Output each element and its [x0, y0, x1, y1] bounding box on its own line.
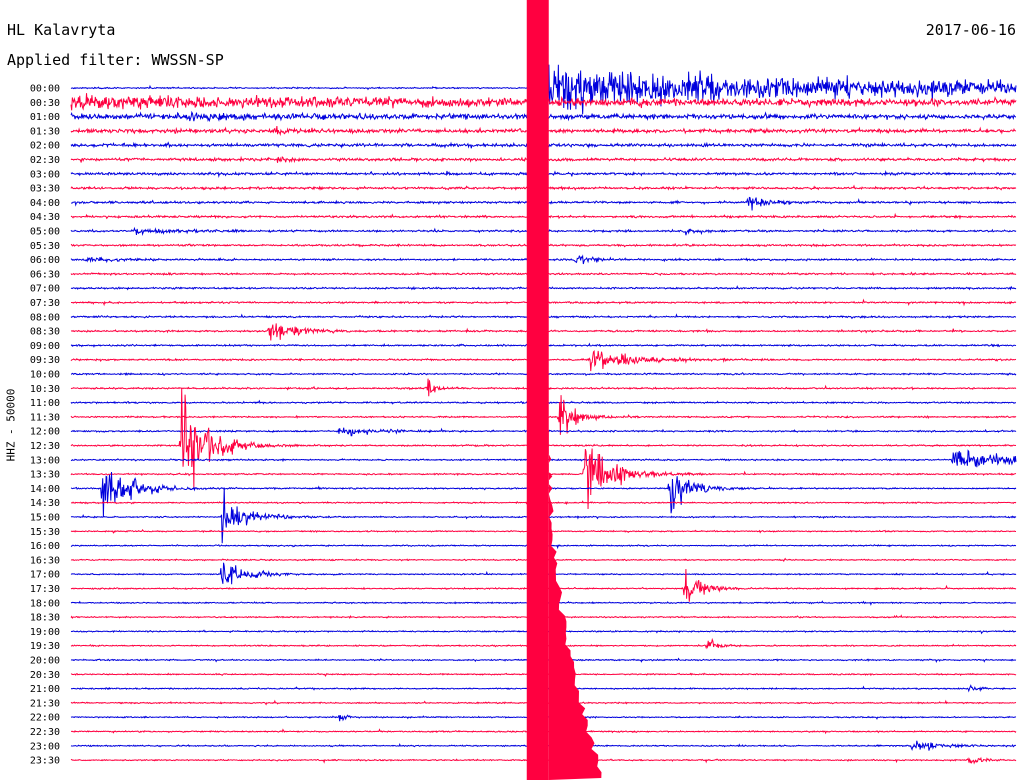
row-time-label: 16:30 [30, 555, 60, 566]
row-time-label: 20:30 [30, 670, 60, 681]
station-title: HL Kalavryta [7, 21, 116, 39]
row-time-label: 19:00 [30, 627, 60, 638]
row-time-label: 21:00 [30, 684, 60, 695]
row-time-label: 01:00 [30, 112, 60, 123]
row-time-label: 14:00 [30, 484, 60, 495]
row-time-label: 12:30 [30, 441, 60, 452]
row-time-label: 02:00 [30, 141, 60, 152]
row-time-label: 19:30 [30, 641, 60, 652]
row-time-label: 17:00 [30, 570, 60, 581]
row-time-label: 04:30 [30, 212, 60, 223]
row-time-label: 08:30 [30, 327, 60, 338]
row-time-label: 13:00 [30, 455, 60, 466]
row-time-label: 09:30 [30, 355, 60, 366]
row-time-label: 11:00 [30, 398, 60, 409]
row-time-label: 05:00 [30, 227, 60, 238]
row-time-label: 10:30 [30, 384, 60, 395]
row-time-label: 03:00 [30, 169, 60, 180]
filter-label: Applied filter: WWSSN-SP [7, 51, 224, 69]
row-time-label: 15:30 [30, 527, 60, 538]
date-label: 2017-06-16 [925, 21, 1016, 39]
row-time-label: 23:30 [30, 756, 60, 767]
row-time-label: 00:30 [30, 98, 60, 109]
row-time-label: 10:00 [30, 370, 60, 381]
mainshock-saturation-band [526, 0, 549, 780]
mainshock-coda [546, 430, 602, 780]
row-time-label: 07:30 [30, 298, 60, 309]
row-time-label: 16:00 [30, 541, 60, 552]
row-time-label: 08:00 [30, 312, 60, 323]
row-time-label: 04:00 [30, 198, 60, 209]
row-time-label: 02:30 [30, 155, 60, 166]
row-time-label: 06:00 [30, 255, 60, 266]
row-time-label: 17:30 [30, 584, 60, 595]
channel-axis-label: HHZ - 50000 [4, 388, 18, 462]
row-time-label: 14:30 [30, 498, 60, 509]
row-time-label: 00:00 [30, 84, 60, 95]
row-time-label: 07:00 [30, 284, 60, 295]
row-time-label: 13:30 [30, 470, 60, 481]
row-time-label: 01:30 [30, 126, 60, 137]
row-time-label: 06:30 [30, 269, 60, 280]
row-time-label: 18:00 [30, 598, 60, 609]
row-time-label: 22:00 [30, 713, 60, 724]
row-time-label: 20:00 [30, 656, 60, 667]
row-time-label: 12:00 [30, 427, 60, 438]
row-time-label: 18:30 [30, 613, 60, 624]
row-time-label: 05:30 [30, 241, 60, 252]
row-time-label: 22:30 [30, 727, 60, 738]
row-time-label: 15:00 [30, 513, 60, 524]
row-time-label: 09:00 [30, 341, 60, 352]
row-time-label: 23:00 [30, 741, 60, 752]
row-time-label: 11:30 [30, 412, 60, 423]
row-time-label: 03:30 [30, 184, 60, 195]
row-time-label: 21:30 [30, 698, 60, 709]
